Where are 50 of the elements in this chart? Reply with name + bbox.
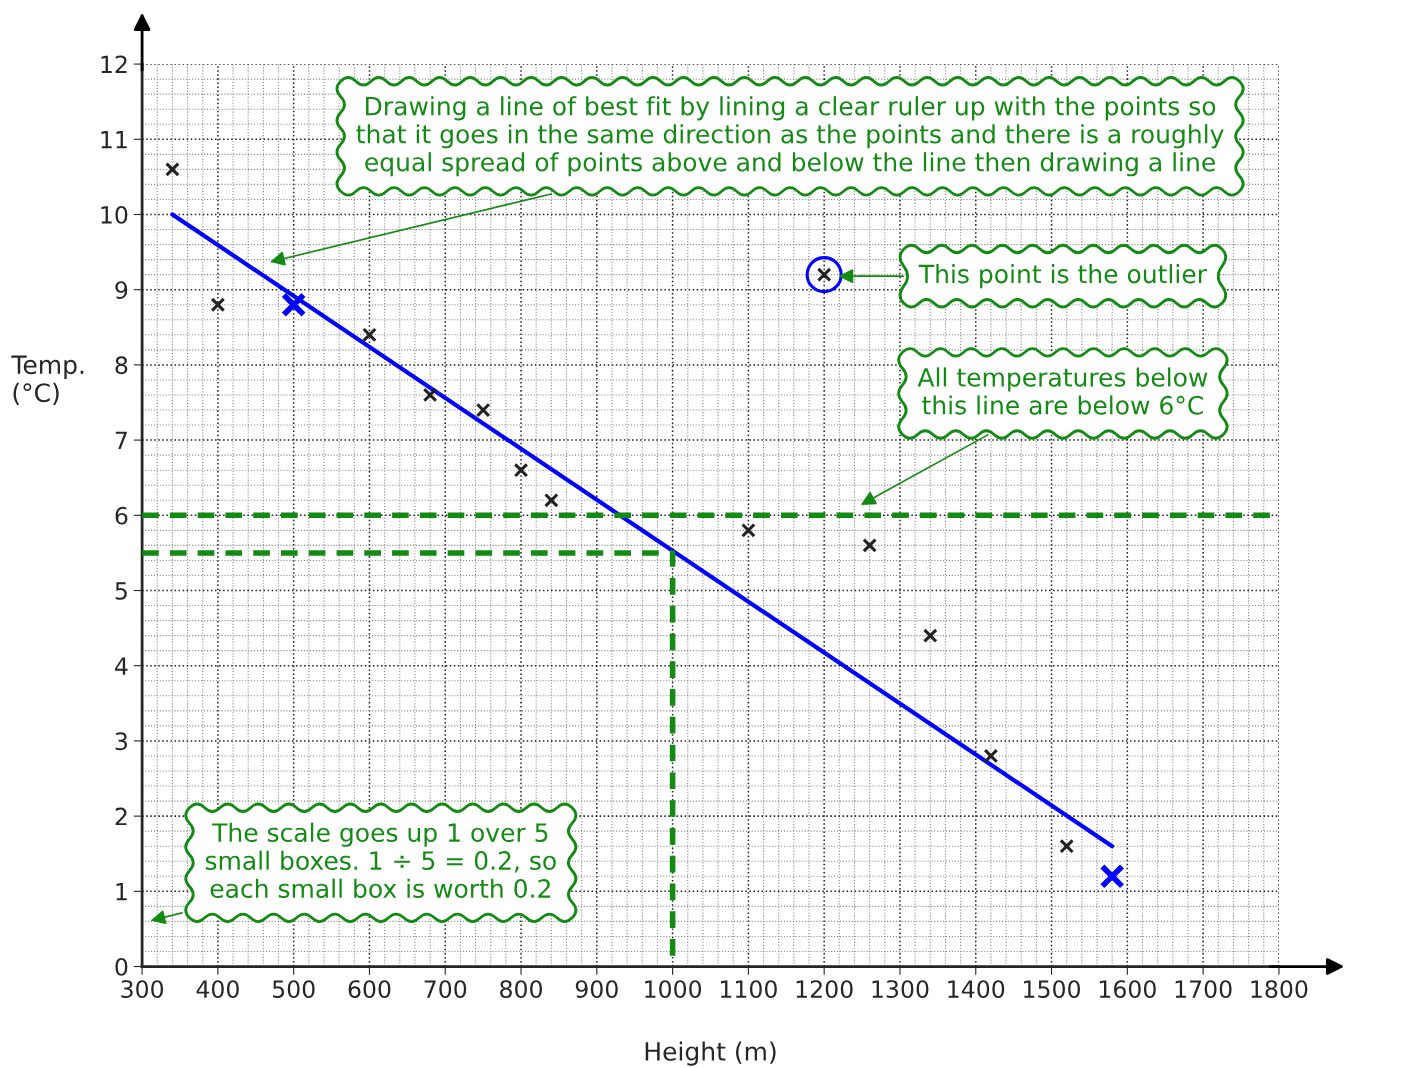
x-tick-label: 300: [121, 980, 164, 999]
point: [1059, 838, 1075, 854]
point: [544, 492, 559, 508]
x-tick-label: 1200: [796, 980, 853, 999]
point: [862, 538, 877, 553]
point: [210, 297, 226, 313]
y-tick-label: 10: [101, 205, 128, 224]
y-tick-label: 4: [115, 657, 128, 675]
point: [922, 628, 938, 643]
y-tick-label: 7: [115, 431, 127, 450]
y-tick-label: 3: [115, 732, 128, 751]
y-tick-label: 0: [115, 957, 128, 976]
x-tick-label: 1800: [1251, 980, 1308, 999]
point: [805, 256, 843, 294]
x-tick-label: 1000: [645, 980, 702, 999]
y-tick-label: 11: [101, 131, 127, 149]
x-tick-label: 600: [348, 980, 391, 999]
x-tick-label: 1700: [1175, 980, 1232, 999]
x-tick-label: 1400: [948, 980, 1005, 999]
x-tick-label: 1100: [720, 980, 777, 999]
point: [513, 462, 529, 478]
point: [983, 748, 999, 764]
annotation: Drawing a line of best fit by lining a clear ruler up with the points so that it goes in the same direction as the points and there is a roughly equal spread of points above and below the line then drawing a line: [356, 96, 1224, 177]
annotation: The scale goes up 1 over 5 small boxes. 1 ÷ 5 = 0.2, so each small box is worth 0.2: [205, 822, 556, 899]
y-tick-label: 5: [115, 582, 127, 600]
annotation: All temperatures below this line are below 6°C: [917, 367, 1208, 415]
point: [362, 327, 377, 343]
y-tick-label: 1: [116, 883, 127, 901]
x-tick-label: 900: [575, 980, 618, 999]
y-tick-label: 12: [101, 55, 127, 74]
y-tick-label: 6: [115, 506, 128, 525]
annotation: This point is the outlier: [918, 264, 1207, 289]
x-tick-label: 1300: [872, 980, 929, 999]
y-axis-title: Temp. (°C): [11, 355, 84, 406]
point: [165, 162, 180, 177]
y-tick-label: 8: [115, 356, 128, 375]
x-tick-label: 800: [500, 980, 542, 999]
point: [475, 402, 491, 418]
x-tick-label: 400: [196, 980, 239, 999]
y-tick-label: 2: [115, 807, 127, 826]
x-axis-title: Height (m): [645, 1041, 776, 1066]
x-tick-label: 1500: [1024, 980, 1081, 999]
point: [741, 523, 756, 538]
x-tick-label: 1600: [1099, 980, 1156, 999]
x-tick-label: 500: [272, 980, 315, 999]
point: [422, 387, 438, 403]
y-tick-label: 9: [115, 281, 128, 299]
x-tick-label: 700: [424, 980, 467, 999]
point: [281, 292, 307, 318]
point: [1099, 863, 1125, 889]
